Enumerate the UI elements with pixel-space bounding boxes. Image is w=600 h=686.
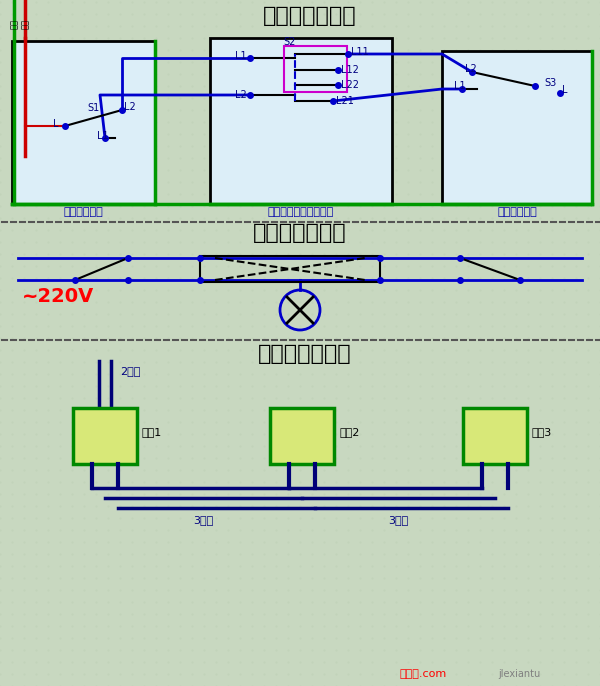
- Text: L: L: [53, 119, 58, 129]
- Text: 中途开关（三控开关）: 中途开关（三控开关）: [268, 207, 334, 217]
- Bar: [463, 408, 527, 464]
- Text: ~220V: ~220V: [22, 287, 94, 305]
- Text: 三控开关原理图: 三控开关原理图: [253, 223, 347, 243]
- Text: 单开双控开关: 单开双控开关: [63, 207, 103, 217]
- Text: L22: L22: [341, 80, 359, 90]
- Text: L12: L12: [341, 65, 359, 75]
- Text: L1: L1: [454, 81, 466, 91]
- Text: 3根线: 3根线: [193, 515, 213, 525]
- Text: 单开双控开关: 单开双控开关: [497, 207, 537, 217]
- Text: 火线: 火线: [20, 19, 29, 29]
- Text: L: L: [562, 85, 568, 95]
- Text: L21: L21: [336, 96, 354, 106]
- Bar: [284, 46, 347, 92]
- Text: L1: L1: [235, 51, 247, 61]
- Text: 开关3: 开关3: [532, 427, 552, 437]
- Text: S3: S3: [544, 78, 556, 88]
- Text: 2根线: 2根线: [120, 366, 140, 376]
- Text: jlexiantu: jlexiantu: [498, 669, 540, 679]
- Bar: [442, 51, 592, 204]
- Text: 接线图.com: 接线图.com: [400, 669, 447, 679]
- Text: 相线: 相线: [10, 19, 19, 29]
- Text: L2: L2: [124, 102, 136, 112]
- Text: 三控开关接线图: 三控开关接线图: [263, 6, 357, 26]
- Bar: [73, 408, 137, 464]
- Text: L2: L2: [465, 64, 477, 74]
- Text: 开关1: 开关1: [142, 427, 162, 437]
- Text: L1: L1: [97, 131, 109, 141]
- Text: 3根线: 3根线: [388, 515, 408, 525]
- Text: S2: S2: [284, 37, 296, 47]
- Text: L2: L2: [235, 90, 247, 100]
- Bar: [270, 408, 334, 464]
- Bar: [12, 41, 155, 204]
- Bar: [210, 38, 392, 204]
- Bar: [200, 256, 380, 282]
- Text: 开关2: 开关2: [339, 427, 359, 437]
- Text: S1: S1: [87, 103, 99, 113]
- Text: 三控开关布线图: 三控开关布线图: [258, 344, 352, 364]
- Text: L11: L11: [351, 47, 369, 57]
